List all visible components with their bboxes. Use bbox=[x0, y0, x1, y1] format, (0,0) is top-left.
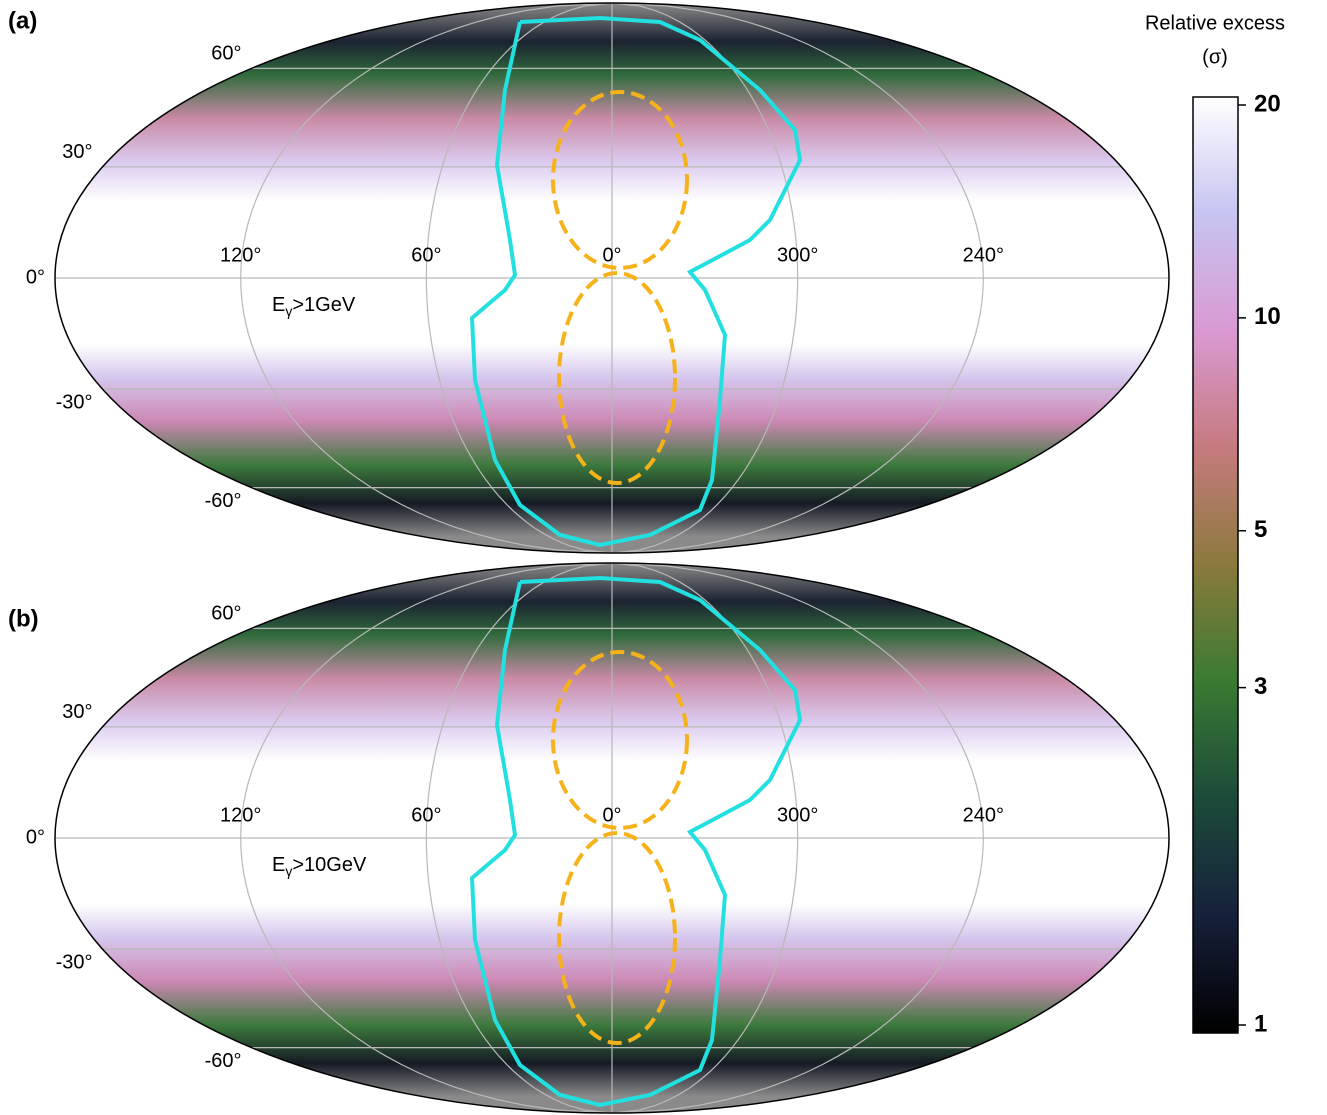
colorbar-title: Relative excess bbox=[1145, 12, 1285, 34]
energy-subscript: γ bbox=[285, 863, 292, 879]
energy-threshold: >1GeV bbox=[292, 294, 355, 316]
colorbar-tick-label: 10 bbox=[1254, 303, 1281, 330]
lat-tick-label: 0° bbox=[26, 826, 45, 848]
colorbar: 1 3 5 10 20 Relative excess (σ) bbox=[1145, 12, 1285, 1037]
lon-tick-label: 0° bbox=[602, 804, 621, 826]
colorbar-tick-label: 5 bbox=[1254, 516, 1267, 543]
lon-tick-label: 60° bbox=[411, 244, 441, 266]
lat-tick-label: 60° bbox=[211, 603, 241, 625]
lat-tick-label: 60° bbox=[211, 43, 241, 65]
sky-map: 60° 30° 0° -30° -60° 120° 60° 0° 300° 240° (a) Eγ>1… bbox=[8, 3, 1169, 553]
lon-tick-label: 300° bbox=[777, 804, 818, 826]
lon-tick-label: 300° bbox=[777, 244, 818, 266]
panel-label: (a) bbox=[8, 7, 37, 34]
energy-subscript: γ bbox=[285, 303, 292, 319]
panel-label: (b) bbox=[8, 605, 39, 632]
energy-symbol: E bbox=[272, 854, 285, 876]
lat-tick-label: 30° bbox=[62, 141, 92, 163]
energy-symbol: E bbox=[272, 294, 285, 316]
colorbar-tick-label: 3 bbox=[1254, 673, 1267, 700]
lat-tick-label: -30° bbox=[56, 391, 93, 413]
lat-tick-label: 0° bbox=[26, 266, 45, 288]
sky-map: 60° 30° 0° -30° -60° 120° 60° 0° 300° 240° (b) Eγ>1… bbox=[8, 563, 1169, 1113]
colorbar-unit: (σ) bbox=[1202, 46, 1228, 68]
lon-tick-label: 240° bbox=[963, 804, 1004, 826]
energy-label: Eγ>1GeV bbox=[272, 294, 356, 318]
lat-tick-label: -60° bbox=[205, 490, 242, 512]
colorbar-fill bbox=[1193, 97, 1238, 1033]
lat-tick-label: -60° bbox=[205, 1050, 242, 1072]
colorbar-tick-label: 20 bbox=[1254, 90, 1281, 117]
lon-tick-label: 60° bbox=[411, 804, 441, 826]
lon-tick-label: 0° bbox=[602, 244, 621, 266]
lat-tick-label: 30° bbox=[62, 701, 92, 723]
colorbar-tick-label: 1 bbox=[1254, 1010, 1267, 1037]
lat-tick-label: -30° bbox=[56, 951, 93, 973]
lon-tick-label: 120° bbox=[220, 804, 261, 826]
lon-tick-label: 120° bbox=[220, 244, 261, 266]
lon-tick-label: 240° bbox=[963, 244, 1004, 266]
figure: 60°30°0°-30°-60°120°60°0°300°240°(a)Eγ>1… bbox=[0, 0, 1327, 1115]
energy-threshold: >10GeV bbox=[292, 854, 367, 876]
